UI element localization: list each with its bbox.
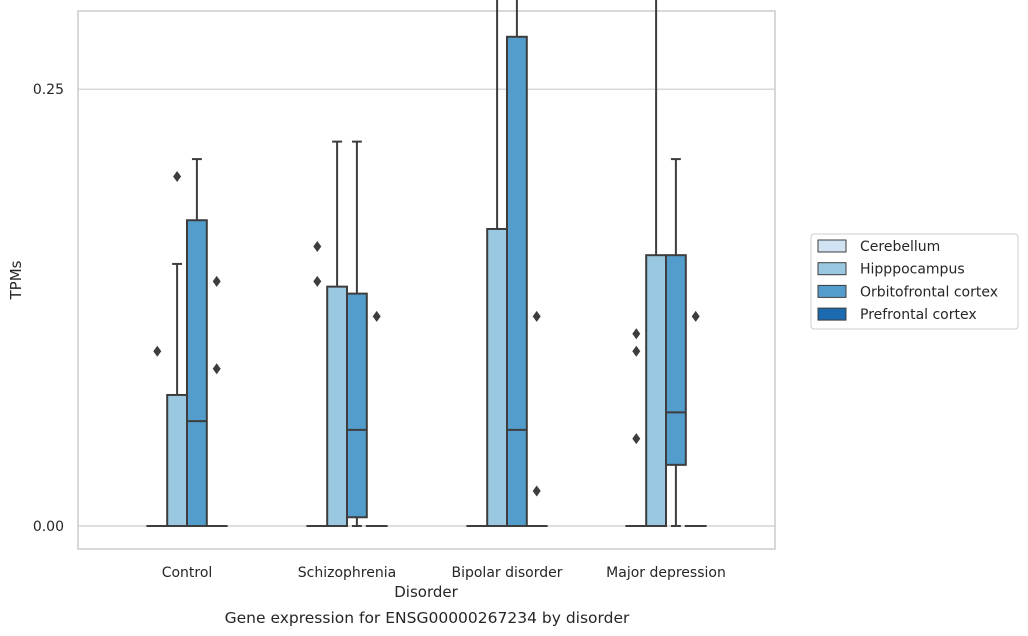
x-tick-label: Major depression — [606, 565, 726, 581]
legend-label: Cerebellum — [860, 239, 940, 255]
x-tick-labels: Control Schizophrenia Bipolar disorder Majo… — [162, 565, 726, 581]
box-series — [146, 0, 707, 528]
legend-label: Hipppocampus — [860, 262, 965, 278]
box-orbitofrontal-cortex — [346, 140, 368, 527]
legend-items: Cerebellum Hipppocampus Orbitofrontal cort… — [817, 239, 998, 323]
box-iqr — [645, 254, 668, 528]
outlier-point — [313, 240, 322, 252]
box-iqr — [166, 393, 188, 527]
box-hipppocampus — [326, 140, 349, 527]
x-axis-label: Disorder — [394, 583, 458, 601]
box-iqr — [346, 292, 368, 519]
chart-caption: Gene expression for ENSG00000267234 by d… — [225, 609, 630, 627]
outlier-point — [532, 485, 541, 497]
y-tick-label: 0.25 — [33, 82, 64, 98]
legend-label: Prefrontal cortex — [860, 307, 977, 323]
box-orbitofrontal-cortex — [506, 0, 528, 528]
x-tick-label: Control — [162, 565, 213, 581]
y-tick-label: 0.00 — [33, 519, 64, 535]
legend-swatch — [817, 307, 847, 321]
outlier-points — [153, 171, 700, 497]
box-iqr — [186, 219, 208, 528]
legend-label: Orbitofrontal cortex — [860, 284, 998, 300]
box-iqr — [506, 35, 528, 528]
box-orbitofrontal-cortex — [665, 158, 687, 527]
box-iqr — [326, 285, 349, 527]
box-hipppocampus — [645, 0, 668, 528]
legend: Cerebellum Hipppocampus Orbitofrontal cort… — [810, 233, 1019, 330]
outlier-point — [691, 310, 700, 322]
x-tick-label: Schizophrenia — [298, 565, 396, 581]
outlier-point — [632, 433, 641, 445]
x-tick-label: Bipolar disorder — [451, 565, 562, 581]
box-iqr — [665, 254, 687, 466]
outlier-point — [173, 171, 182, 183]
box-hipppocampus — [486, 0, 509, 527]
y-tick-labels: 0.000.250.500.751.001.251.501.75 — [33, 82, 64, 535]
outlier-point — [632, 328, 641, 340]
outlier-point — [212, 275, 221, 287]
outlier-point — [372, 310, 381, 322]
legend-swatch — [817, 239, 847, 253]
legend-frame — [810, 233, 1019, 330]
outlier-point — [532, 310, 541, 322]
outlier-point — [212, 363, 221, 375]
outlier-point — [153, 345, 162, 357]
legend-swatch — [817, 262, 847, 276]
y-axis-label: TPMs — [7, 260, 25, 300]
plot-frame — [77, 10, 776, 550]
box-hipppocampus — [166, 262, 188, 527]
legend-swatch — [817, 284, 847, 298]
box-iqr — [486, 227, 509, 527]
outlier-point — [313, 275, 322, 287]
outlier-point — [632, 345, 641, 357]
box-orbitofrontal-cortex — [186, 158, 208, 528]
